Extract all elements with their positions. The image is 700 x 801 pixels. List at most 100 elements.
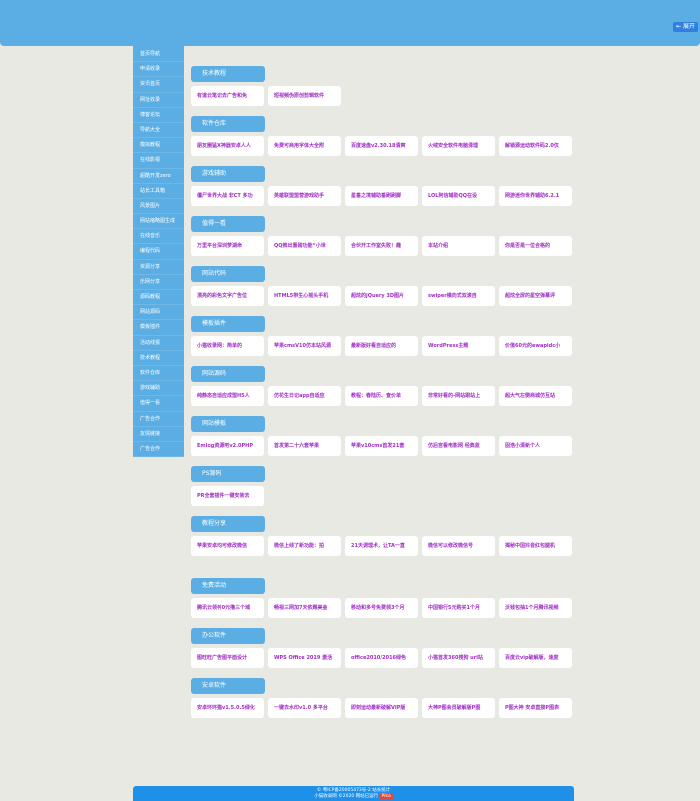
link-card[interactable]: 仿花生日记app自适应 [268, 386, 341, 406]
link-card[interactable]: 免费可商用字体大全附 [268, 136, 341, 156]
link-card[interactable]: 超炫的jQuery 3D图片 [345, 286, 418, 306]
link-card[interactable]: 万里平台深圳梦湖命 [191, 236, 264, 256]
section-title[interactable]: 安卓软件 [191, 678, 265, 694]
sidebar-item[interactable]: 申请收录 [133, 62, 184, 78]
section-title[interactable]: 网站代码 [191, 266, 265, 282]
sidebar-item[interactable]: 模板插件 [133, 320, 184, 336]
link-card[interactable]: 微信可以修改微信号 [422, 536, 495, 556]
link-card[interactable]: office2010/2016绿色 [345, 648, 418, 668]
sidebar-item[interactable]: 技术教程 [133, 351, 184, 366]
footer-icp[interactable]: © 粤ICP备20005473号-2 站长统计 [316, 788, 391, 793]
sidebar-item[interactable]: 首页导航 [133, 47, 184, 63]
sidebar-item[interactable]: 导航大全 [133, 123, 184, 139]
link-card[interactable]: 沃钱包抽1个月腾讯视频 [499, 598, 572, 618]
link-card[interactable]: 一键去水印v1.0 多平台 [268, 698, 341, 718]
sidebar-item[interactable]: 在线影视 [133, 153, 184, 169]
link-card[interactable]: 网游迷你世界辅助6.2.1 [499, 186, 572, 206]
link-card[interactable]: 小猫收录网：简单的 [191, 336, 264, 356]
link-card[interactable]: 英雄联盟盟营游戏助手 [268, 186, 341, 206]
link-card[interactable]: PR全套插件一键安装去 [191, 486, 264, 506]
link-card[interactable]: 中国银行5元购买1个月 [422, 598, 495, 618]
sidebar-item[interactable]: 值得一看 [133, 396, 184, 412]
link-card[interactable]: 苹果cmsV10仿本站风源 [268, 336, 341, 356]
section-title[interactable]: PS源码 [191, 466, 265, 482]
sidebar-item[interactable]: 资讯首页 [133, 77, 184, 93]
link-card[interactable]: 仿后宫看电影网 经典蓝 [422, 436, 495, 456]
expand-button[interactable]: ⇤ 展开 [673, 22, 698, 32]
link-card[interactable]: 小猫首发360搜狗 url站 [422, 648, 495, 668]
section-title[interactable]: 游戏辅助 [191, 166, 265, 182]
link-card[interactable]: 首发第二十六套苹果 [268, 436, 341, 456]
link-card[interactable]: 价值60元的ewapidc小 [499, 336, 572, 356]
link-card[interactable]: P图大神 安卓直接P图表 [499, 698, 572, 718]
sidebar-item[interactable]: 活动线报 [133, 336, 184, 351]
sidebar-item[interactable]: 软件仓库 [133, 366, 184, 382]
section-title[interactable]: 软件仓库 [191, 116, 265, 132]
sidebar-item[interactable]: 友情链接 [133, 427, 184, 442]
link-card[interactable]: 揭秘中国抖音红包腿机 [499, 536, 572, 556]
sidebar-item[interactable]: 乐网分享 [133, 275, 184, 290]
link-card[interactable]: 安卓环环猫v1.5.0.5绿化 [191, 698, 264, 718]
link-card[interactable]: QQ推出重磅功能“小世 [268, 236, 341, 256]
link-card[interactable]: 短视频伪原创剪辑软件 [268, 86, 341, 106]
sidebar-item[interactable]: 资源分享 [133, 260, 184, 275]
link-card[interactable]: LOL阿信辅助QQ在设 [422, 186, 495, 206]
link-card[interactable]: swiper横向式双滚自 [422, 286, 495, 306]
section-title[interactable]: 技术教程 [191, 66, 265, 82]
link-card[interactable]: 漂亮的彩色文字广告位 [191, 286, 264, 306]
link-card[interactable]: HTML5带生心摇头手机 [268, 286, 341, 306]
link-card[interactable]: 星垂之境辅助垂刷刷脚 [345, 186, 418, 206]
link-card[interactable]: 图旺旺广告图平面设计 [191, 648, 264, 668]
sidebar-item[interactable]: 风景图片 [133, 199, 184, 215]
link-card[interactable]: 火绒安全软件电脑清理 [422, 136, 495, 156]
section-title[interactable]: 模板插件 [191, 316, 265, 332]
section-title[interactable]: 办公软件 [191, 628, 265, 644]
link-card[interactable]: 本站介绍 [422, 236, 495, 256]
link-card[interactable]: 解锁源运动软件码2.0仅 [499, 136, 572, 156]
sidebar-item[interactable]: 超酷开发zero [133, 169, 184, 184]
link-card[interactable]: 百度云vip破解版，速度 [499, 648, 572, 668]
sidebar-item[interactable]: 网站缩略图生成 [133, 214, 184, 230]
link-card[interactable]: 有道云笔记去广告和免 [191, 86, 264, 106]
link-card[interactable]: 超炫全屏的星空弹幕评 [499, 286, 572, 306]
link-card[interactable]: 纯静态自适应成盟H5人 [191, 386, 264, 406]
sidebar-item[interactable]: 游戏辅助 [133, 381, 184, 397]
section-title[interactable]: 网站源码 [191, 366, 265, 382]
link-card[interactable]: 即刻运动最新破解VIP版 [345, 698, 418, 718]
link-card[interactable]: 超大气左侧商城仿互站 [499, 386, 572, 406]
link-card[interactable]: 腾讯云领취0元撸三个域 [191, 598, 264, 618]
link-card[interactable]: Emlog资源吧v2.0PHP [191, 436, 264, 456]
link-card[interactable]: 非常好看的-网站跟站上 [422, 386, 495, 406]
sidebar-item[interactable]: 博客论坛 [133, 108, 184, 123]
link-card[interactable]: 微信上线了新功能：拍 [268, 536, 341, 556]
sidebar-item[interactable]: 广告合作 [133, 412, 184, 427]
sidebar-item[interactable]: 在线音乐 [133, 229, 184, 245]
link-card[interactable]: 教程：春陆历、查价单 [345, 386, 418, 406]
link-card[interactable]: 21天调理术，让TA一直 [345, 536, 418, 556]
section-title[interactable]: 免费活动 [191, 578, 265, 594]
sidebar-item[interactable]: 网站源码 [133, 305, 184, 321]
link-card[interactable]: 合伙开工作室失败！趣 [345, 236, 418, 256]
link-card[interactable]: WordPress主题 [422, 336, 495, 356]
link-card[interactable]: 朋友圈猛X神器安卓人人 [191, 136, 264, 156]
link-card[interactable]: 畅视三网加7天依题美金 [268, 598, 341, 618]
sidebar-item[interactable]: 源码教程 [133, 290, 184, 306]
section-title[interactable]: 值得一看 [191, 216, 265, 232]
link-card[interactable]: 你是否是一位合格的 [499, 236, 572, 256]
link-card[interactable]: 苹果安卓均可修改微信 [191, 536, 264, 556]
section-title[interactable]: 教程分享 [191, 516, 265, 532]
link-card[interactable]: 百度速盘v2.30.18清爽 [345, 136, 418, 156]
link-card[interactable]: 苹果v10cms首发21套 [345, 436, 418, 456]
link-card[interactable]: WPS Office 2019 激活 [268, 648, 341, 668]
sidebar-item[interactable]: 编程代码 [133, 244, 184, 260]
sidebar-item[interactable]: 网址收录 [133, 93, 184, 108]
link-card[interactable]: 大神P图会员破解版P图 [422, 698, 495, 718]
sidebar-item[interactable]: 站长工具箱 [133, 184, 184, 199]
section-title[interactable]: 网站模板 [191, 416, 265, 432]
link-card[interactable]: 固浩小清新个人 [499, 436, 572, 456]
link-card[interactable]: 移动和多号免费领3个月 [345, 598, 418, 618]
link-card[interactable]: 僵尸世界大战 非CT 多功 [191, 186, 264, 206]
sidebar-item[interactable]: 模拟教程 [133, 138, 184, 154]
sidebar-item[interactable]: 广告合作 [133, 442, 184, 458]
link-card[interactable]: 最新版好看自适应的 [345, 336, 418, 356]
